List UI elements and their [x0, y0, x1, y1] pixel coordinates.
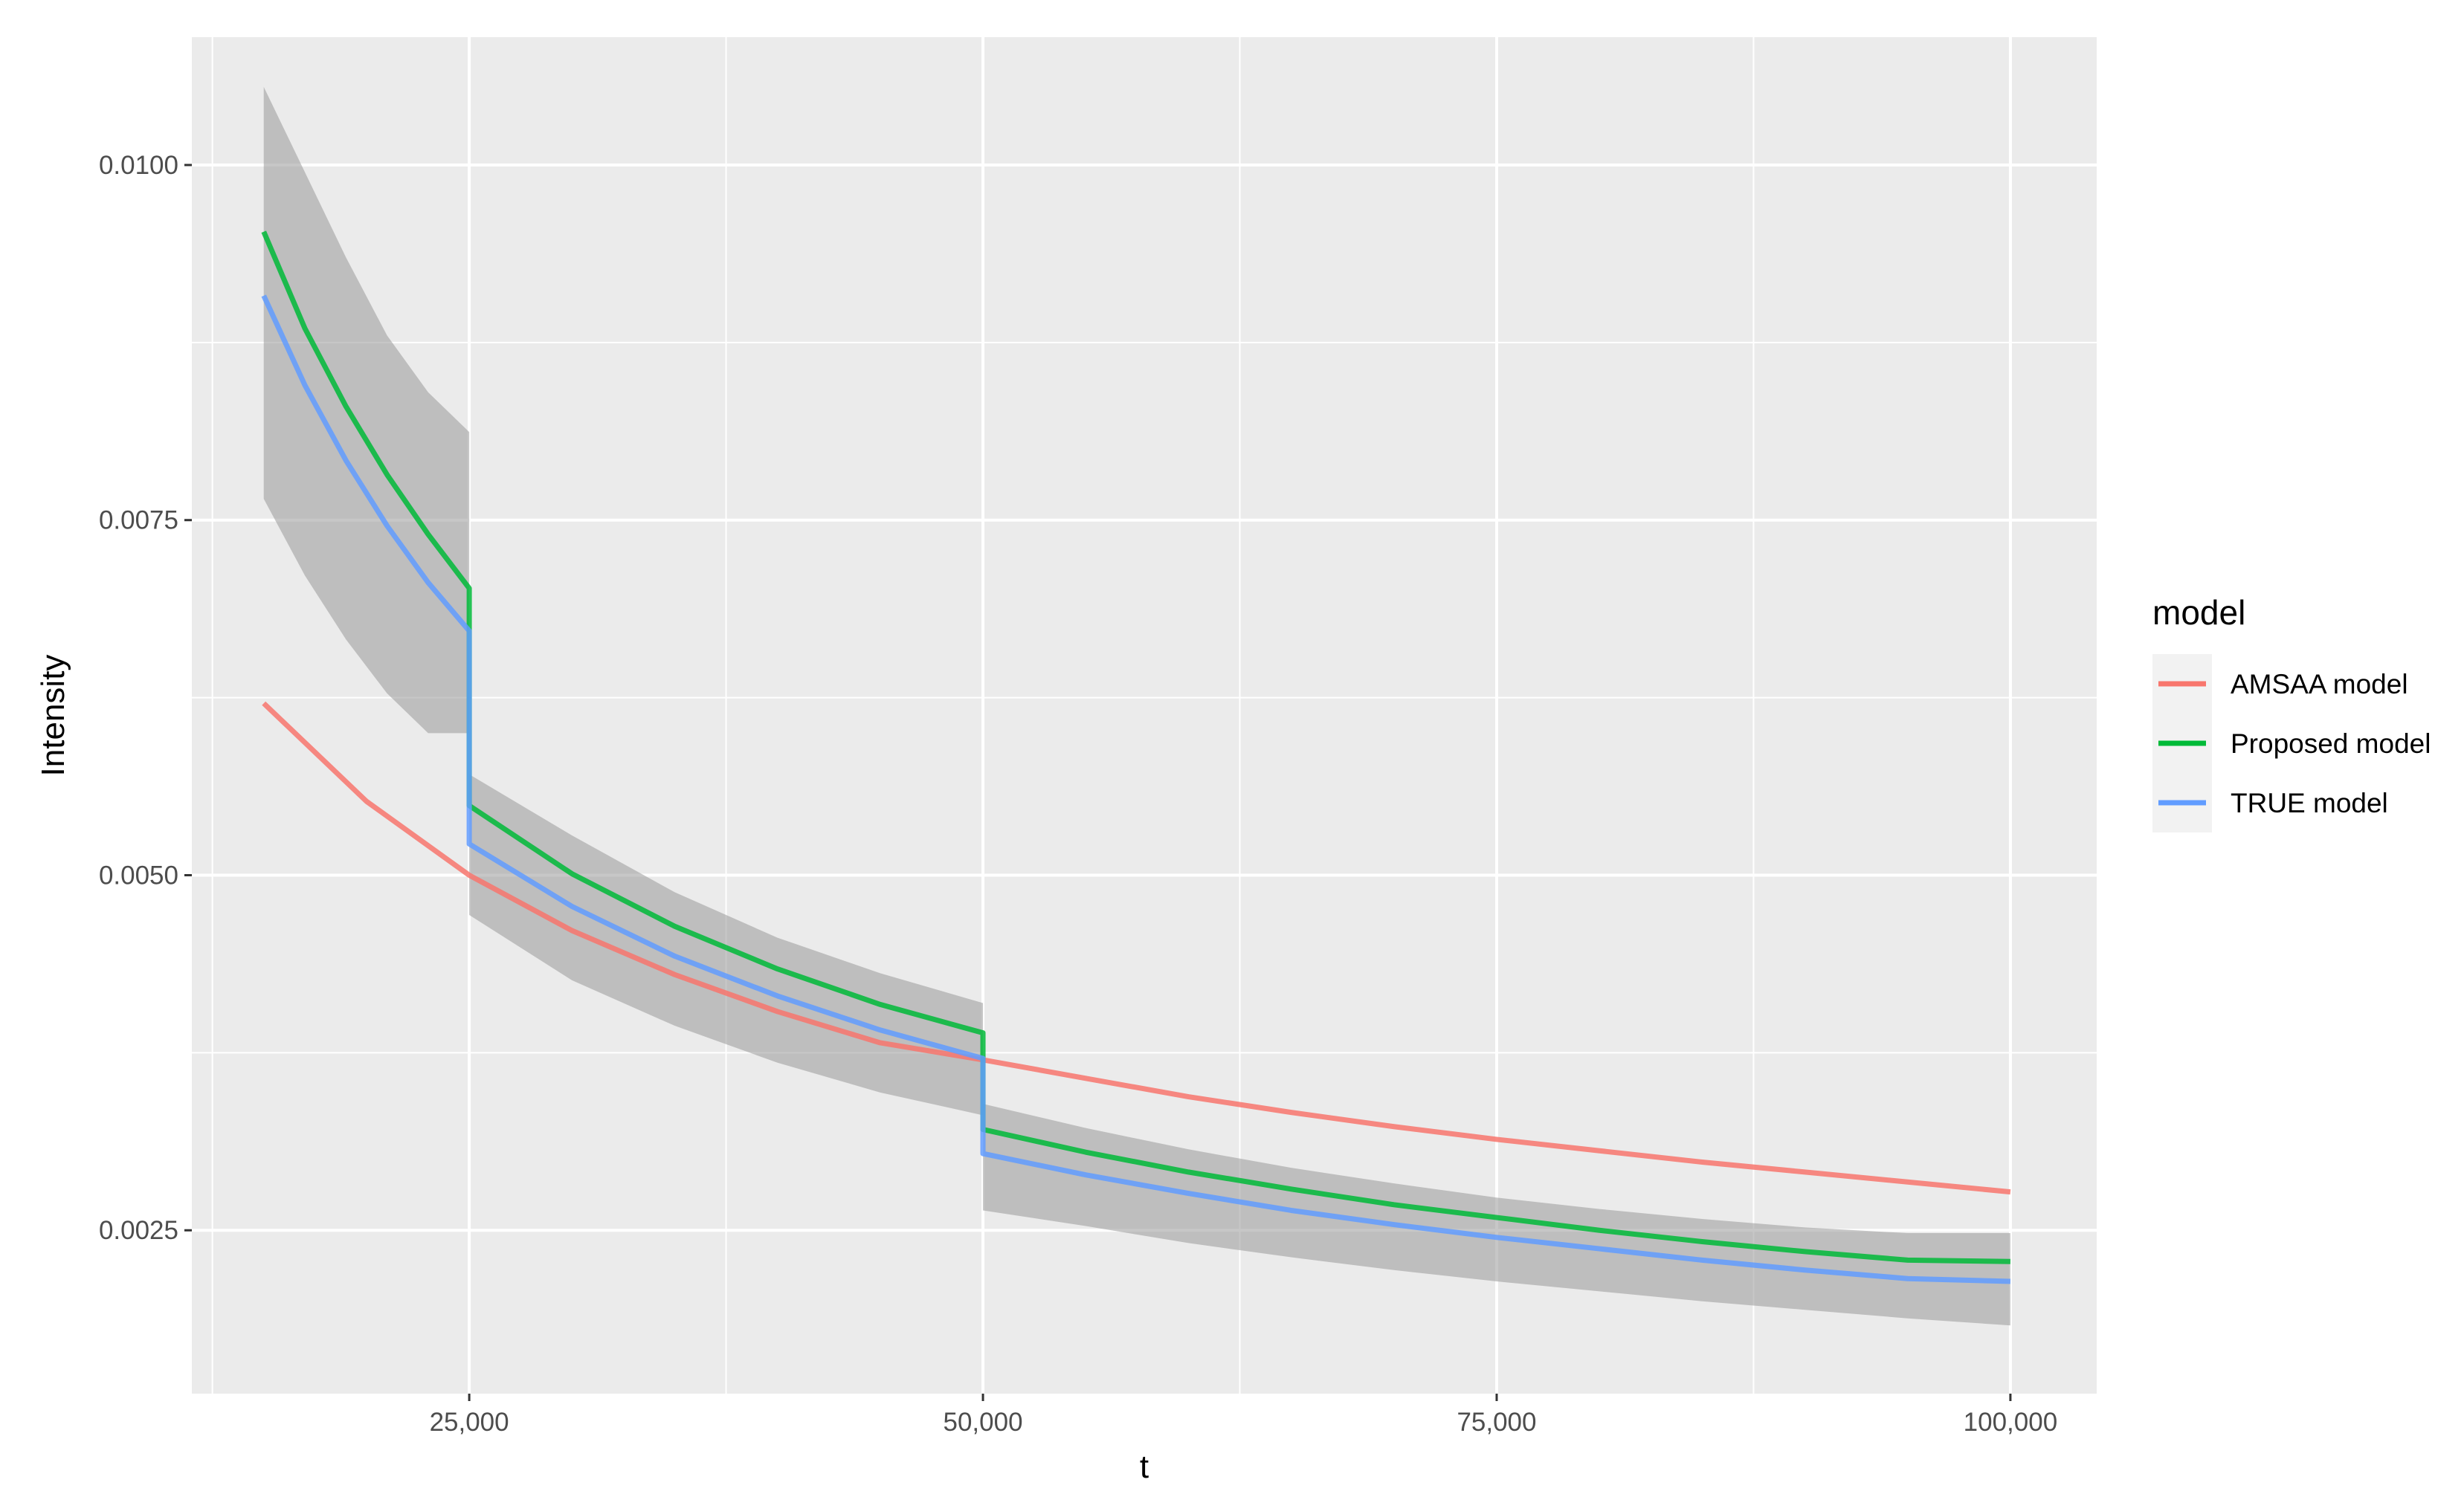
legend: model AMSAA model Proposed model TRUE mode… [2152, 593, 2431, 832]
y-axis: 0.0025 0.0050 0.0075 0.0100 [99, 151, 192, 1245]
x-axis: 25,000 50,000 75,000 100,000 [430, 1394, 2058, 1437]
legend-label-proposed-model: Proposed model [2231, 728, 2431, 759]
y-tick-label: 0.0025 [99, 1216, 178, 1245]
series-line-true-model [261, 294, 2011, 1284]
y-tick-label: 0.0075 [99, 506, 178, 535]
series-lines [261, 230, 2011, 1284]
y-tick-label: 0.0050 [99, 861, 178, 890]
x-tick-label: 25,000 [430, 1408, 509, 1437]
legend-title: model [2152, 593, 2245, 632]
confidence-band-segment [469, 774, 984, 1116]
x-tick-label: 75,000 [1457, 1408, 1536, 1437]
y-tick-label: 0.0100 [99, 151, 178, 180]
y-axis-title: Intensity [35, 655, 71, 777]
series-line-proposed-model [261, 230, 2010, 1264]
legend-label-true-model: TRUE model [2231, 788, 2388, 818]
legend-items: AMSAA model Proposed model TRUE model [2152, 654, 2431, 832]
confidence-band-segment [983, 1104, 2010, 1326]
x-axis-title: t [1140, 1449, 1149, 1485]
x-tick-label: 50,000 [944, 1408, 1023, 1437]
minor-gridlines [192, 37, 2097, 1394]
x-tick-label: 100,000 [1964, 1408, 2058, 1437]
legend-label-amsaa-model: AMSAA model [2231, 669, 2408, 699]
series-line-amsaa-model [262, 701, 2011, 1195]
